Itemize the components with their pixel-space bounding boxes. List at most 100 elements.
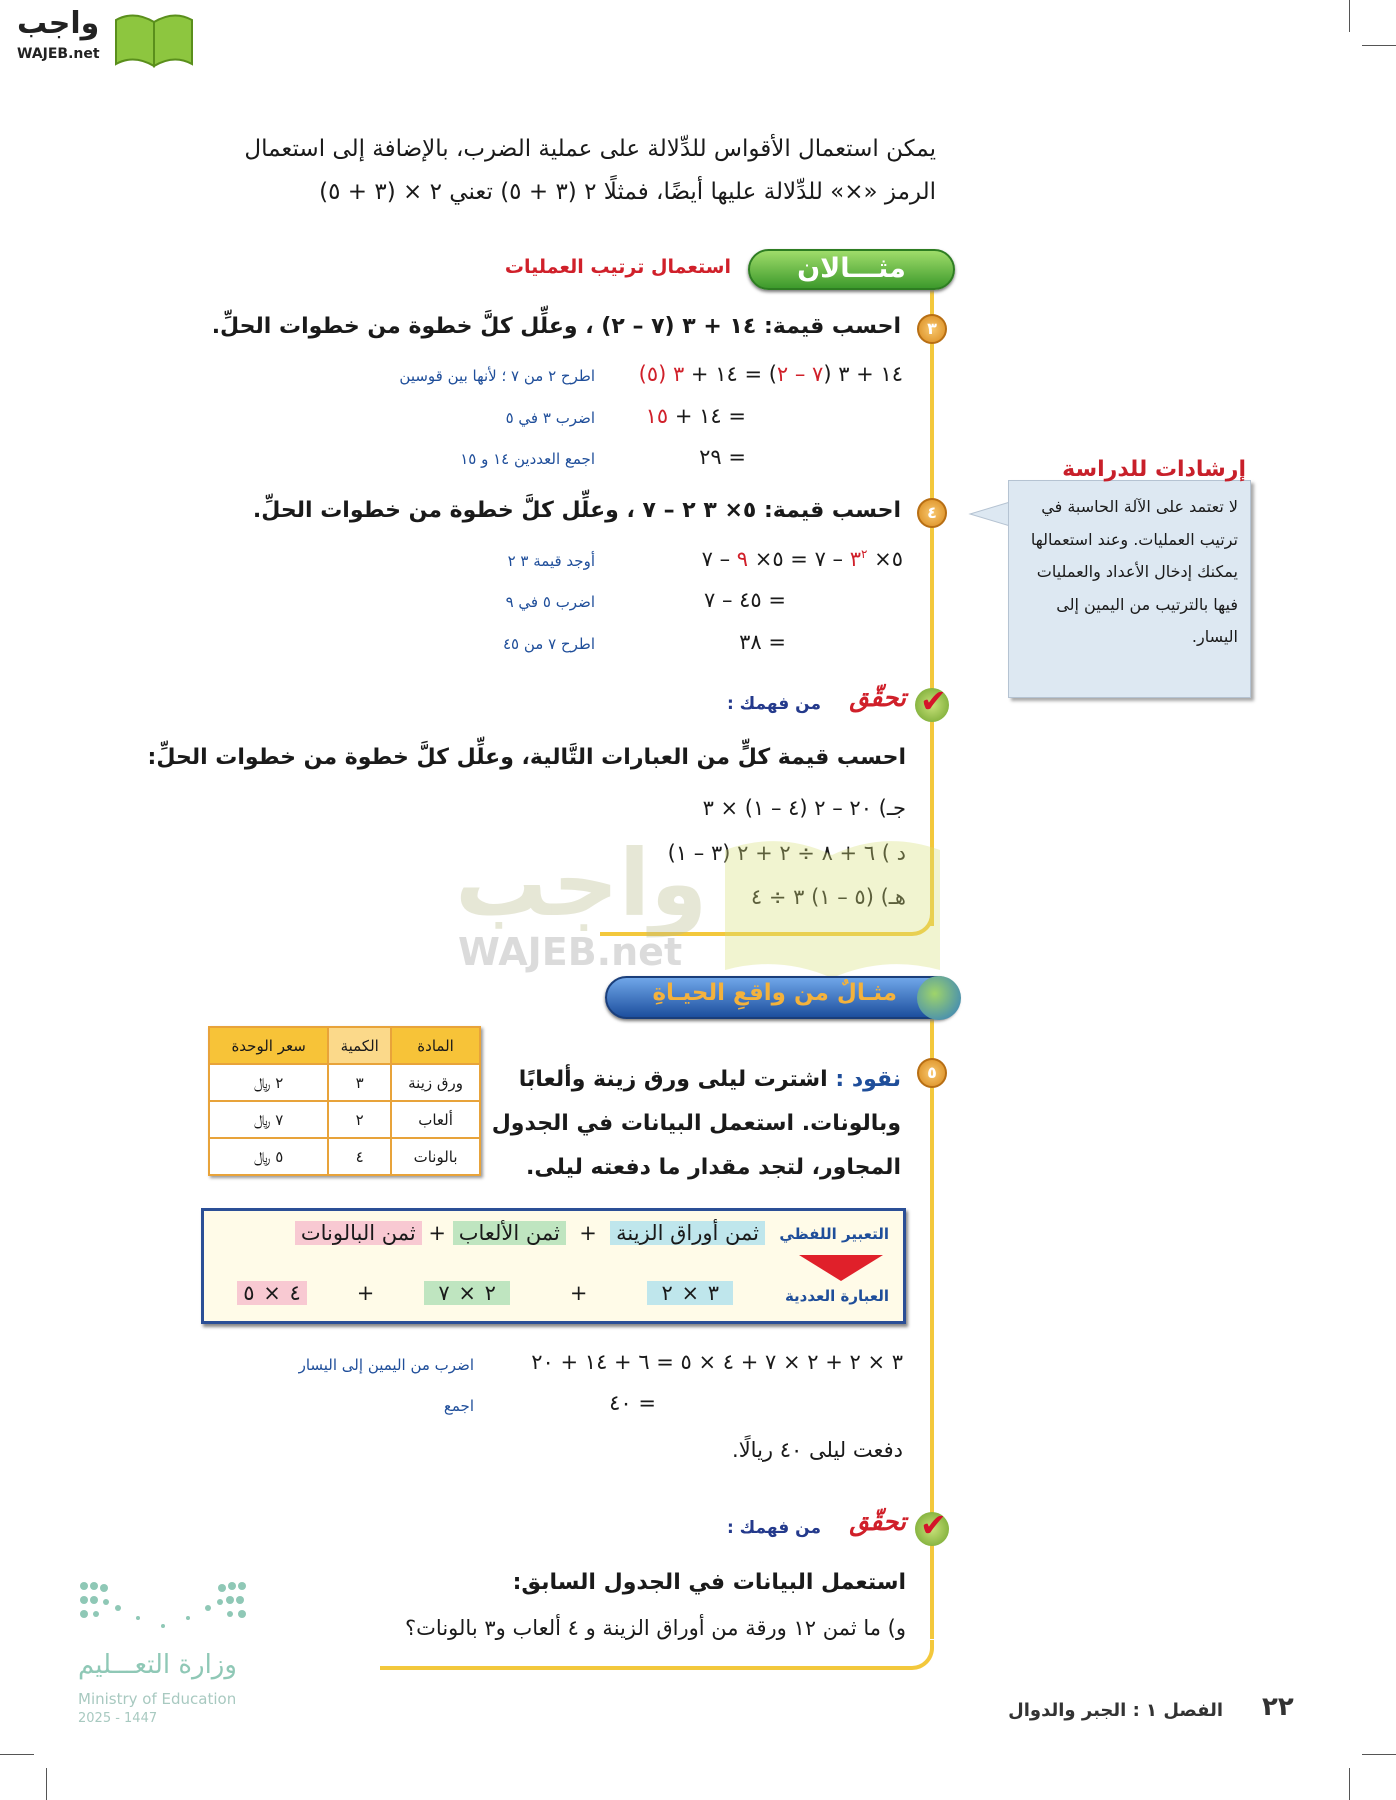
- plus: +: [579, 1221, 597, 1245]
- plus: +: [356, 1281, 375, 1305]
- globe-icon: [917, 976, 961, 1020]
- exercise-item: جـ) ٢٠ – ٢ (٤ – ١) × ٣: [702, 796, 906, 820]
- math-highlight: ٩: [736, 547, 749, 571]
- example-number: ٥: [917, 1058, 947, 1088]
- step-note: اجمع العددين ١٤ و ١٥: [460, 450, 595, 468]
- math-highlight: ٣: [849, 547, 861, 571]
- math: – ٧: [701, 547, 737, 571]
- solution-step: = ٤٥ – ٧: [704, 588, 786, 612]
- term: ٤ × ٥: [237, 1281, 307, 1305]
- watermark-arabic: واجب: [455, 830, 708, 937]
- intro-line: الرمز «×» للدِّلالة عليها أيضًا، فمثلًا …: [319, 179, 936, 205]
- check-title: تحقّق: [849, 1507, 906, 1536]
- plus: +: [569, 1281, 588, 1305]
- ministry-year: 2025 - 1447: [78, 1711, 158, 1726]
- step-note: اضرب من اليمين إلى اليسار: [298, 1356, 474, 1374]
- crop-mark: [1349, 1768, 1350, 1800]
- term: ثمن أوراق الزينة: [610, 1221, 765, 1245]
- step-note: أوجد قيمة ٣ ٢: [507, 552, 595, 570]
- table-cell: ٣: [327, 1063, 393, 1102]
- term: ثمن الألعاب: [452, 1221, 566, 1245]
- math-highlight: ٣ (٥): [638, 362, 685, 386]
- check-title: تحقّق: [849, 683, 906, 712]
- numeric-expression: ٣ × ٢ +٢ × ٧ +٤ × ٥: [237, 1281, 733, 1305]
- solution-step: = ٤٠: [609, 1391, 656, 1415]
- check-subtitle: من فهمك :: [726, 694, 821, 714]
- callout-pointer: [968, 501, 1011, 527]
- chapter-title: الفصل ١ : الجبر والدوال: [1008, 1700, 1223, 1721]
- column-header: المادة: [390, 1026, 481, 1065]
- watermark-latin: WAJEB.net: [458, 930, 683, 974]
- intro-line: يمكن استعمال الأقواس للدِّلالة على عملية…: [244, 136, 936, 162]
- solution-step: = ٣٨: [739, 630, 786, 654]
- checkmark-icon: [915, 1506, 949, 1546]
- solution-step: ٣ × ٢ + ٢ × ٧ + ٤ × ٥ = ٦ + ١٤ + ٢٠: [531, 1350, 903, 1374]
- term: ٢ × ٧: [424, 1281, 510, 1305]
- study-tip-title: إرشادات للدراسة: [1062, 457, 1246, 482]
- problem-line: وبالونات. استعمل البيانات في الجدول: [491, 1111, 901, 1136]
- step-note: اطرح ٢ من ٧ ؛ لأنها بين قوسين: [399, 367, 595, 385]
- section-rule: [930, 290, 934, 926]
- table-cell: ٢ ﷼: [207, 1063, 330, 1102]
- example-question: احسب قيمة: ٥× ٣ ٢ – ٧ ، وعلِّل كلَّ خطوة…: [252, 498, 901, 523]
- logo-arabic: واجب: [17, 6, 100, 41]
- table-cell: ٢: [327, 1100, 393, 1139]
- solution-step: ١٤ + ٣ (٧ – ٢) = ١٤ + ٣ (٥): [639, 362, 903, 386]
- example-number: ٤: [917, 498, 947, 528]
- conclusion: دفعت ليلى ٤٠ ريالًا.: [732, 1438, 903, 1462]
- table-row: ورق زينة ٣ ٢ ﷼: [207, 1063, 481, 1102]
- step-note: اضرب ٣ في ٥: [505, 409, 595, 427]
- book-icon: [115, 14, 193, 68]
- ministry-arabic: وزارة التعـــليم: [78, 1650, 237, 1680]
- section-rule-corner: [600, 906, 934, 936]
- table-header-row: المادة الكمية سعر الوحدة: [207, 1026, 481, 1065]
- step-note: اطرح ٧ من ٤٥: [502, 635, 595, 653]
- section-rule-corner: [380, 1640, 934, 1670]
- math-highlight: ١٥: [645, 404, 669, 428]
- exercise-item: و) ما ثمن ١٢ ورقة من أوراق الزينة و ٤ أل…: [405, 1616, 906, 1640]
- price-table: المادة الكمية سعر الوحدة ورق زينة ٣ ٢ ﷼ ألعا…: [207, 1026, 481, 1176]
- problem-label: نقود :: [835, 1067, 901, 1092]
- wajeb-logo[interactable]: واجب WAJEB.net: [9, 6, 193, 68]
- down-arrow-icon: [799, 1255, 883, 1281]
- crop-mark: [0, 1754, 34, 1755]
- logo-latin: WAJEB.net: [17, 46, 100, 62]
- table-cell: ٧ ﷼: [207, 1100, 330, 1139]
- math-highlight: ٧ – ٢: [776, 362, 824, 386]
- real-life-title: مثـالٌ من واقعِ الحيـاةِ: [652, 980, 897, 1006]
- math: – ٧ = ٥×: [748, 547, 850, 571]
- verbal-numeric-box: التعبير اللفظي العبارة العددية ثمن أوراق…: [201, 1208, 906, 1324]
- crop-mark: [1362, 1754, 1396, 1755]
- table-row: ألعاب ٢ ٧ ﷼: [207, 1100, 481, 1139]
- problem-line: المجاور، لتجد مقدار ما دفعته ليلى.: [526, 1155, 901, 1180]
- study-tip-text: لا تعتمد على الآلة الحاسبة في ترتيب العم…: [1030, 497, 1238, 646]
- math: ١٤ + ٣ (: [823, 362, 903, 386]
- crop-mark: [1349, 0, 1350, 32]
- solution-step: = ١٤ + ١٥: [646, 404, 746, 428]
- intro-paragraph: يمكن استعمال الأقواس للدِّلالة على عملية…: [244, 128, 936, 214]
- math: = ١٤ +: [668, 404, 746, 428]
- term: ثمن البالونات: [294, 1221, 422, 1245]
- problem-line: نقود : اشترت ليلى ورق زينة وألعابًا: [492, 1058, 901, 1102]
- problem-text: اشترت ليلى ورق زينة وألعابًا: [518, 1067, 828, 1092]
- example-problem: نقود : اشترت ليلى ورق زينة وألعابًا وبال…: [492, 1058, 901, 1190]
- exercise-item: هـ) (٥ – ١) ٣ ÷ ٤: [751, 885, 906, 909]
- study-tip-box: لا تعتمد على الآلة الحاسبة في ترتيب العم…: [1008, 480, 1251, 698]
- table-cell: ألعاب: [390, 1100, 481, 1139]
- check-instruction: احسب قيمة كلٍّ من العبارات التَّالية، وع…: [147, 745, 906, 770]
- real-life-banner: مثـالٌ من واقعِ الحيـاةِ: [605, 976, 961, 1020]
- solution-step: ٥× ٣٢ – ٧ = ٥× ٩ – ٧: [702, 547, 903, 571]
- table-cell: ٤: [327, 1137, 393, 1176]
- step-note: اجمع: [443, 1397, 474, 1415]
- verbal-label: التعبير اللفظي: [779, 1225, 889, 1243]
- watermark-book-icon: [725, 841, 940, 978]
- table-cell: ورق زينة: [390, 1063, 481, 1102]
- numeric-label: العبارة العددية: [784, 1287, 889, 1305]
- column-header: سعر الوحدة: [207, 1026, 330, 1065]
- checkmark-icon: [915, 682, 949, 722]
- example-number: ٣: [917, 314, 947, 344]
- examples-banner: مثـــالان: [748, 249, 955, 290]
- crop-mark: [1362, 45, 1396, 46]
- term: ٣ × ٢: [647, 1281, 733, 1305]
- solution-step: = ٢٩: [699, 445, 746, 469]
